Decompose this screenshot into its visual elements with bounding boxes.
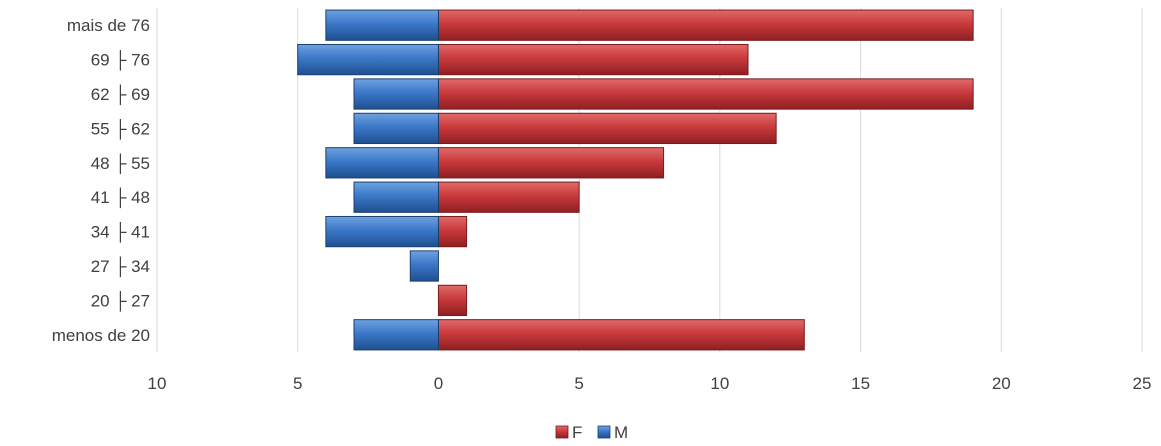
bar-m-4 (353, 181, 439, 213)
x-tick-label: 0 (434, 374, 443, 393)
legend-label-m: M (614, 423, 628, 442)
bar-m-9 (325, 9, 439, 41)
category-label: menos de 20 (52, 326, 150, 345)
x-tick-label: 25 (1133, 374, 1152, 393)
category-label: 27 ├ 34 (91, 256, 150, 278)
x-axis-ticks: 10 5 0 5 10 15 20 25 (148, 374, 1152, 393)
category-label: 48 ├ 55 (91, 153, 150, 175)
category-label: 20 ├ 27 (91, 290, 150, 312)
category-label: 55 ├ 62 (91, 118, 150, 140)
category-label: 34 ├ 41 (91, 222, 150, 244)
legend-swatch-f (555, 425, 569, 439)
bar-m-3 (325, 215, 439, 248)
bar-m-7 (353, 78, 439, 110)
bar-f-8 (437, 43, 749, 76)
x-tick-label: 10 (710, 374, 729, 393)
bar-f-1 (437, 284, 468, 317)
category-label: 41 ├ 48 (91, 187, 150, 209)
bars (297, 9, 974, 351)
category-label: mais de 76 (67, 16, 150, 35)
bar-f-7 (437, 78, 974, 110)
category-label: 62 ├ 69 (91, 84, 150, 106)
bar-m-2 (409, 250, 439, 282)
bar-f-5 (437, 147, 665, 179)
bar-m-6 (353, 112, 439, 145)
x-tick-label: 5 (293, 374, 302, 393)
bar-f-0 (437, 319, 805, 351)
legend-swatch-m (597, 425, 611, 439)
legend-item-f: F (555, 423, 582, 442)
x-tick-label: 5 (574, 374, 583, 393)
category-label: 69 ├ 76 (91, 50, 150, 72)
legend-label-f: F (572, 423, 582, 442)
bar-f-4 (437, 181, 580, 213)
x-tick-label: 20 (992, 374, 1011, 393)
bar-f-9 (437, 9, 974, 41)
bar-m-0 (353, 319, 439, 351)
bar-m-8 (297, 43, 439, 76)
x-tick-label: 10 (148, 374, 167, 393)
legend: F M (555, 423, 628, 442)
category-labels: menos de 20 20 ├ 27 27 ├ 34 34 ├ 41 41 ├ 48 4… (52, 16, 150, 345)
legend-item-m: M (597, 423, 628, 442)
bar-m-5 (325, 147, 439, 179)
x-tick-label: 15 (851, 374, 870, 393)
bar-f-6 (437, 112, 777, 145)
bar-f-3 (437, 215, 468, 248)
